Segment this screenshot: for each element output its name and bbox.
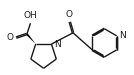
Text: OH: OH xyxy=(24,11,38,20)
Text: O: O xyxy=(66,10,73,19)
Text: O: O xyxy=(7,33,14,42)
Text: N: N xyxy=(54,40,61,49)
Polygon shape xyxy=(26,33,36,44)
Text: N: N xyxy=(119,31,126,40)
